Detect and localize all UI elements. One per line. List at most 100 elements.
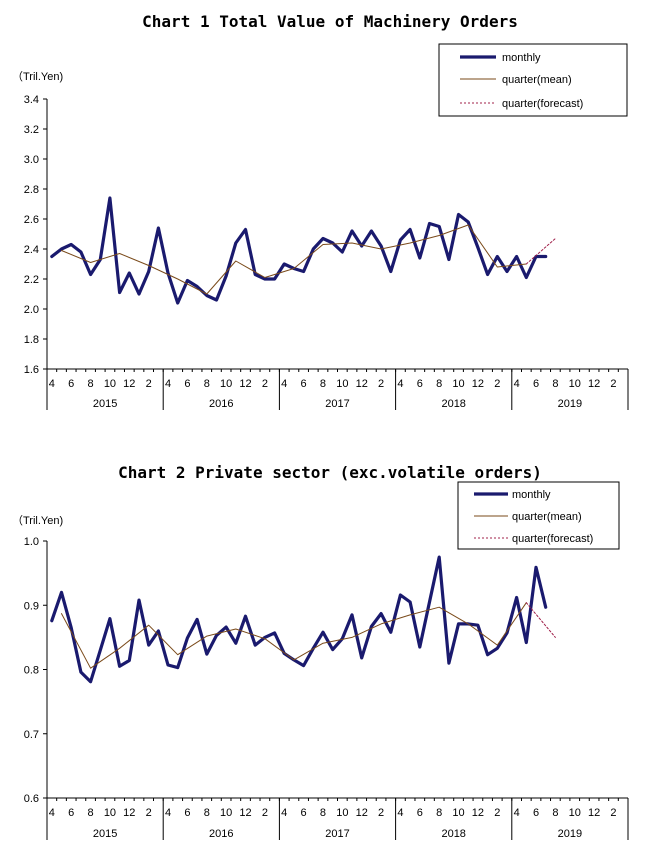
y-tick-label: 0.7 xyxy=(24,729,39,741)
x-tick-label: 8 xyxy=(320,807,326,819)
x-tick-label: 10 xyxy=(569,807,581,819)
legend-monthly-label: monthly xyxy=(502,52,541,64)
x-tick-label: 10 xyxy=(104,378,116,390)
x-tick-label: 10 xyxy=(220,378,232,390)
chart-2-series-quarter-forecast xyxy=(525,602,556,638)
legend-quarter-forecast-label: quarter(forecast) xyxy=(502,98,583,110)
chart-1: Chart 1 Total Value of Machinery Orders … xyxy=(12,12,629,410)
x-tick-label: 12 xyxy=(123,807,135,819)
year-label: 2019 xyxy=(558,828,582,840)
legend2-monthly-label: monthly xyxy=(512,489,551,501)
y-tick-label: 2.4 xyxy=(24,244,39,256)
x-tick-label: 8 xyxy=(88,378,94,390)
year-label: 2016 xyxy=(209,398,233,410)
x-tick-label: 6 xyxy=(533,807,539,819)
x-tick-label: 6 xyxy=(184,807,190,819)
x-tick-label: 10 xyxy=(336,807,348,819)
chart-2-series-quarter-mean xyxy=(61,602,527,669)
legend2-quarter-forecast-label: quarter(forecast) xyxy=(512,533,593,545)
x-tick-label: 4 xyxy=(397,378,403,390)
year-label: 2017 xyxy=(325,398,349,410)
x-tick-label: 12 xyxy=(588,378,600,390)
year-label: 2015 xyxy=(93,828,117,840)
x-tick-label: 6 xyxy=(68,807,74,819)
x-tick-label: 2 xyxy=(146,807,152,819)
x-tick-label: 12 xyxy=(472,378,484,390)
x-tick-label: 6 xyxy=(301,378,307,390)
x-tick-label: 6 xyxy=(417,807,423,819)
x-tick-label: 6 xyxy=(184,378,190,390)
year-label: 2019 xyxy=(558,398,582,410)
y-tick-label: 2.2 xyxy=(24,274,39,286)
x-tick-label: 4 xyxy=(397,807,403,819)
y-tick-label: 0.6 xyxy=(24,793,39,805)
x-tick-label: 8 xyxy=(552,807,558,819)
x-tick-label: 6 xyxy=(301,807,307,819)
x-tick-label: 2 xyxy=(262,378,268,390)
x-tick-label: 2 xyxy=(610,378,616,390)
x-tick-label: 12 xyxy=(356,807,368,819)
chart-1-title: Chart 1 Total Value of Machinery Orders xyxy=(142,12,518,31)
x-tick-label: 10 xyxy=(452,378,464,390)
legend2-quarter-mean-label: quarter(mean) xyxy=(512,511,582,523)
chart-1-legend: monthly quarter(mean) quarter(forecast) xyxy=(438,43,628,117)
y-tick-label: 1.8 xyxy=(24,334,39,346)
x-tick-label: 4 xyxy=(165,807,171,819)
y-tick-label: 3.0 xyxy=(24,154,39,166)
chart-1-unit: （Tril.Yen) xyxy=(12,70,63,83)
y-tick-label: 3.4 xyxy=(24,94,39,106)
x-tick-label: 8 xyxy=(552,378,558,390)
x-tick-label: 2 xyxy=(378,807,384,819)
x-tick-label: 12 xyxy=(239,378,251,390)
y-tick-label: 2.0 xyxy=(24,304,39,316)
x-tick-label: 8 xyxy=(320,378,326,390)
x-tick-label: 2 xyxy=(262,807,268,819)
x-tick-label: 10 xyxy=(569,378,581,390)
x-tick-label: 8 xyxy=(204,807,210,819)
x-tick-label: 10 xyxy=(452,807,464,819)
x-tick-label: 10 xyxy=(336,378,348,390)
chart-2-title: Chart 2 Private sector (exc.volatile ord… xyxy=(118,463,542,482)
year-label: 2018 xyxy=(441,828,465,840)
y-tick-label: 2.6 xyxy=(24,214,39,226)
x-tick-label: 6 xyxy=(417,378,423,390)
x-tick-label: 6 xyxy=(68,378,74,390)
x-tick-label: 10 xyxy=(220,807,232,819)
year-label: 2018 xyxy=(441,398,465,410)
chart-2-series-monthly xyxy=(50,555,548,684)
x-tick-label: 2 xyxy=(610,807,616,819)
y-tick-label: 1.0 xyxy=(24,536,39,548)
y-tick-label: 0.9 xyxy=(24,600,39,612)
chart-1-series-quarter-mean xyxy=(61,224,527,295)
x-tick-label: 4 xyxy=(514,807,520,819)
y-tick-label: 3.2 xyxy=(24,124,39,136)
x-tick-label: 12 xyxy=(239,807,251,819)
year-label: 2017 xyxy=(325,828,349,840)
y-tick-label: 1.6 xyxy=(24,364,39,376)
x-tick-label: 2 xyxy=(494,378,500,390)
chart-1-series-quarter-forecast xyxy=(525,238,556,265)
x-tick-label: 2 xyxy=(146,378,152,390)
x-tick-label: 12 xyxy=(123,378,135,390)
y-tick-label: 0.8 xyxy=(24,665,39,677)
legend-quarter-mean-label: quarter(mean) xyxy=(502,74,572,86)
x-tick-label: 4 xyxy=(281,378,287,390)
x-tick-label: 8 xyxy=(436,807,442,819)
x-tick-label: 10 xyxy=(104,807,116,819)
x-tick-label: 8 xyxy=(88,807,94,819)
x-tick-label: 8 xyxy=(436,378,442,390)
x-tick-label: 12 xyxy=(588,807,600,819)
x-tick-label: 4 xyxy=(514,378,520,390)
year-label: 2015 xyxy=(93,398,117,410)
x-tick-label: 8 xyxy=(204,378,210,390)
x-tick-label: 12 xyxy=(356,378,368,390)
x-tick-label: 4 xyxy=(281,807,287,819)
x-tick-label: 6 xyxy=(533,378,539,390)
chart-2-unit: （Tril.Yen) xyxy=(12,514,63,527)
y-tick-label: 2.8 xyxy=(24,184,39,196)
x-tick-label: 4 xyxy=(165,378,171,390)
chart-2: Chart 2 Private sector (exc.volatile ord… xyxy=(12,463,629,840)
x-tick-label: 2 xyxy=(494,807,500,819)
chart-1-series-monthly xyxy=(50,196,548,305)
